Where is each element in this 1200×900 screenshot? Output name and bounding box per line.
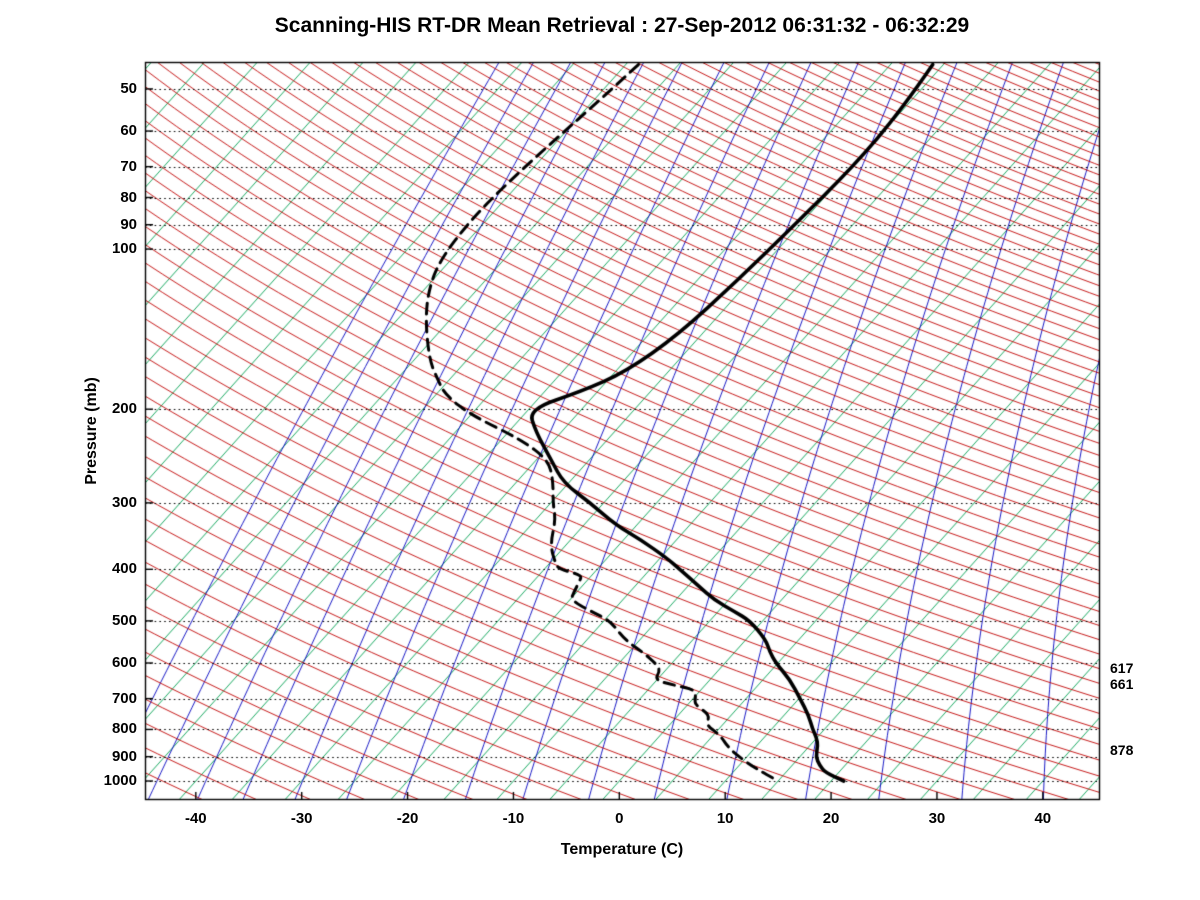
pressure-level-annotation: 617 — [1110, 660, 1134, 677]
temperature-tick-label: 30 — [928, 810, 946, 827]
pressure-tick-label: 90 — [120, 215, 137, 233]
y-axis-label: Pressure (mb) — [83, 377, 100, 485]
temperature-tick-label: 0 — [615, 810, 624, 827]
pressure-tick-label: 700 — [111, 689, 137, 707]
pressure-tick-label: 70 — [120, 157, 137, 175]
chart-title: Scanning-HIS RT-DR Mean Retrieval : 27-S… — [274, 14, 970, 37]
temperature-tick-label: 20 — [822, 810, 840, 827]
pressure-tick-label: 500 — [111, 611, 137, 629]
pressure-tick-label: 300 — [111, 493, 137, 511]
temperature-tick-label: -30 — [290, 810, 313, 827]
pressure-tick-label: 80 — [120, 188, 137, 206]
pressure-tick-label: 800 — [111, 720, 137, 738]
temperature-tick-label: 40 — [1034, 810, 1052, 827]
pressure-tick-label: 60 — [120, 122, 137, 140]
x-axis-label: Temperature (C) — [560, 841, 684, 858]
temperature-tick-label: 10 — [716, 810, 734, 827]
pressure-tick-label: 100 — [111, 240, 137, 258]
pressure-tick-label: 50 — [120, 79, 137, 97]
pressure-tick-label: 900 — [111, 747, 137, 765]
pressure-level-annotation: 661 — [1110, 676, 1134, 693]
pressure-tick-label: 600 — [111, 653, 137, 671]
temperature-tick-label: -10 — [502, 810, 525, 827]
pressure-tick-label: 400 — [111, 560, 137, 578]
temperature-tick-label: -20 — [396, 810, 419, 827]
pressure-level-annotation: 878 — [1110, 741, 1134, 758]
pressure-tick-label: 1000 — [103, 772, 137, 789]
pressure-tick-label: 200 — [111, 400, 137, 418]
temperature-tick-label: -40 — [184, 810, 207, 827]
